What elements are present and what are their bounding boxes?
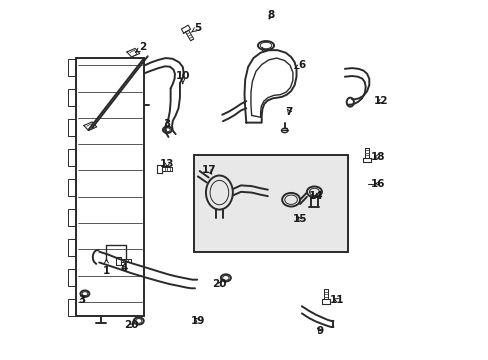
Text: 8: 8 — [267, 10, 274, 20]
Text: 1: 1 — [102, 259, 110, 276]
Bar — [68, 239, 76, 256]
Text: 19: 19 — [190, 316, 204, 325]
Text: 3: 3 — [163, 120, 171, 129]
Text: 14: 14 — [308, 191, 323, 201]
Text: 13: 13 — [160, 159, 174, 169]
Text: 20: 20 — [124, 320, 139, 330]
Text: 17: 17 — [201, 165, 216, 175]
Text: 11: 11 — [329, 295, 344, 305]
Bar — [68, 179, 76, 196]
Text: 12: 12 — [373, 96, 387, 106]
Text: 15: 15 — [292, 215, 306, 224]
Text: 18: 18 — [370, 152, 385, 162]
Bar — [194, 155, 348, 252]
Text: 20: 20 — [212, 279, 226, 289]
Text: 16: 16 — [370, 179, 385, 189]
Text: 9: 9 — [316, 325, 323, 336]
Bar — [68, 119, 76, 136]
Bar — [76, 58, 144, 316]
Text: 5: 5 — [191, 23, 201, 33]
Text: 10: 10 — [175, 71, 190, 84]
Text: 2: 2 — [136, 42, 145, 52]
Text: 7: 7 — [285, 107, 292, 117]
Text: 6: 6 — [294, 60, 305, 70]
Text: 3: 3 — [78, 295, 85, 305]
Bar — [68, 89, 76, 106]
Text: 4: 4 — [121, 263, 128, 273]
Bar — [68, 299, 76, 316]
Bar — [68, 149, 76, 166]
Bar — [68, 269, 76, 286]
Bar — [68, 59, 76, 76]
Bar — [68, 209, 76, 226]
